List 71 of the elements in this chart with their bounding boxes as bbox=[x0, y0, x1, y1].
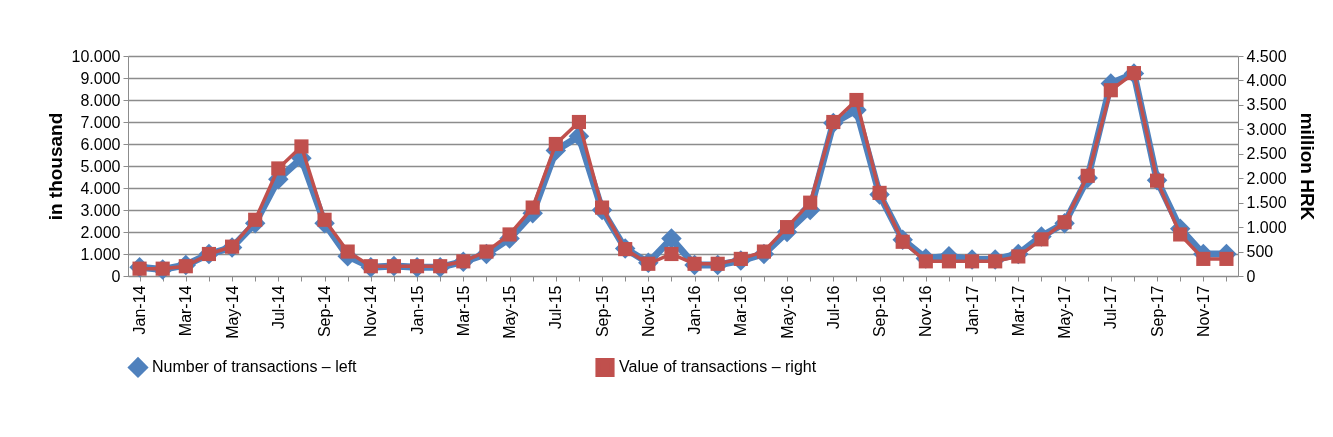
y2-tick-label: 0 bbox=[1246, 267, 1256, 285]
x-tick-label: Nov-15 bbox=[639, 285, 657, 338]
x-tick-label: Jan-15 bbox=[408, 285, 426, 335]
x-tick-label: Mar-16 bbox=[732, 285, 750, 337]
x-tick-label: May-15 bbox=[501, 285, 519, 339]
x-tick-label: Mar-15 bbox=[454, 285, 472, 337]
point bbox=[661, 228, 682, 249]
legend-label: Number of transactions – left bbox=[152, 358, 358, 376]
x-tick-label: Jan-14 bbox=[131, 285, 149, 335]
point bbox=[340, 244, 355, 259]
point bbox=[571, 114, 587, 130]
point bbox=[248, 212, 263, 227]
point bbox=[1173, 227, 1188, 242]
y-tick-label: 1.000 bbox=[80, 245, 121, 263]
point bbox=[271, 161, 286, 176]
point bbox=[849, 92, 864, 108]
y-tick-label: 6.000 bbox=[80, 135, 121, 153]
y-tick-label: 9.000 bbox=[80, 69, 121, 87]
legend-label: Value of transactions – right bbox=[619, 358, 817, 376]
y-tick-label: 4.000 bbox=[80, 179, 121, 197]
y-tick-label: 10.000 bbox=[71, 47, 121, 65]
x-tick-label: Sep-17 bbox=[1148, 285, 1166, 338]
point bbox=[502, 227, 517, 242]
point bbox=[1103, 83, 1118, 98]
x-tick-label: Jul-17 bbox=[1102, 285, 1120, 330]
y-tick-label: 3.000 bbox=[80, 201, 121, 219]
x-tick-label: Sep-15 bbox=[593, 285, 611, 338]
point bbox=[779, 220, 795, 235]
y2-tick-label: 3.000 bbox=[1246, 120, 1287, 138]
y2-tick-label: 2.000 bbox=[1246, 169, 1287, 187]
point bbox=[941, 254, 957, 269]
y2-tick-label: 3.500 bbox=[1246, 96, 1287, 114]
point bbox=[386, 259, 402, 274]
y-tick-label: 2.000 bbox=[80, 223, 121, 241]
y2-tick-label: 4.500 bbox=[1246, 47, 1287, 65]
y2-axis-title: million HRK bbox=[1296, 112, 1318, 221]
x-tick-label: Mar-17 bbox=[1009, 285, 1027, 337]
point bbox=[803, 195, 818, 210]
x-tick-label: Mar-14 bbox=[177, 285, 195, 337]
point bbox=[988, 254, 1003, 269]
point bbox=[317, 212, 332, 227]
x-tick-label: May-16 bbox=[778, 285, 796, 339]
x-tick-label: May-17 bbox=[1056, 285, 1074, 339]
y2-tick-label: 1.000 bbox=[1246, 218, 1287, 236]
point bbox=[548, 136, 563, 152]
x-tick-label: Jul-14 bbox=[269, 285, 287, 330]
y2-tick-label: 1.500 bbox=[1246, 194, 1287, 212]
y-tick-label: 5.000 bbox=[80, 157, 121, 175]
point bbox=[525, 200, 540, 215]
y-tick-label: 8.000 bbox=[80, 91, 121, 109]
x-tick-label: Nov-16 bbox=[917, 285, 935, 338]
x-tick-label: Nov-14 bbox=[362, 285, 380, 338]
point bbox=[294, 139, 309, 154]
x-tick-label: Sep-16 bbox=[871, 285, 889, 338]
point bbox=[1196, 251, 1211, 266]
point bbox=[964, 254, 980, 269]
point bbox=[1219, 251, 1234, 266]
x-tick-label: Sep-14 bbox=[316, 285, 334, 338]
y2-tick-label: 4.000 bbox=[1246, 71, 1287, 89]
y-axis-title: in thousand bbox=[44, 112, 66, 221]
y-tick-label: 7.000 bbox=[80, 113, 121, 131]
x-tick-label: Jan-16 bbox=[686, 285, 704, 335]
x-tick-label: May-14 bbox=[223, 285, 241, 339]
x-tick-label: Nov-17 bbox=[1194, 285, 1212, 338]
y-tick-label: 0 bbox=[111, 267, 121, 285]
x-tick-label: Jul-16 bbox=[824, 285, 842, 330]
x-tick-label: Jul-15 bbox=[547, 285, 565, 330]
x-tick-label: Jan-17 bbox=[963, 285, 981, 335]
y2-tick-label: 2.500 bbox=[1246, 145, 1287, 163]
y2-tick-label: 500 bbox=[1246, 243, 1274, 261]
point bbox=[664, 246, 679, 262]
